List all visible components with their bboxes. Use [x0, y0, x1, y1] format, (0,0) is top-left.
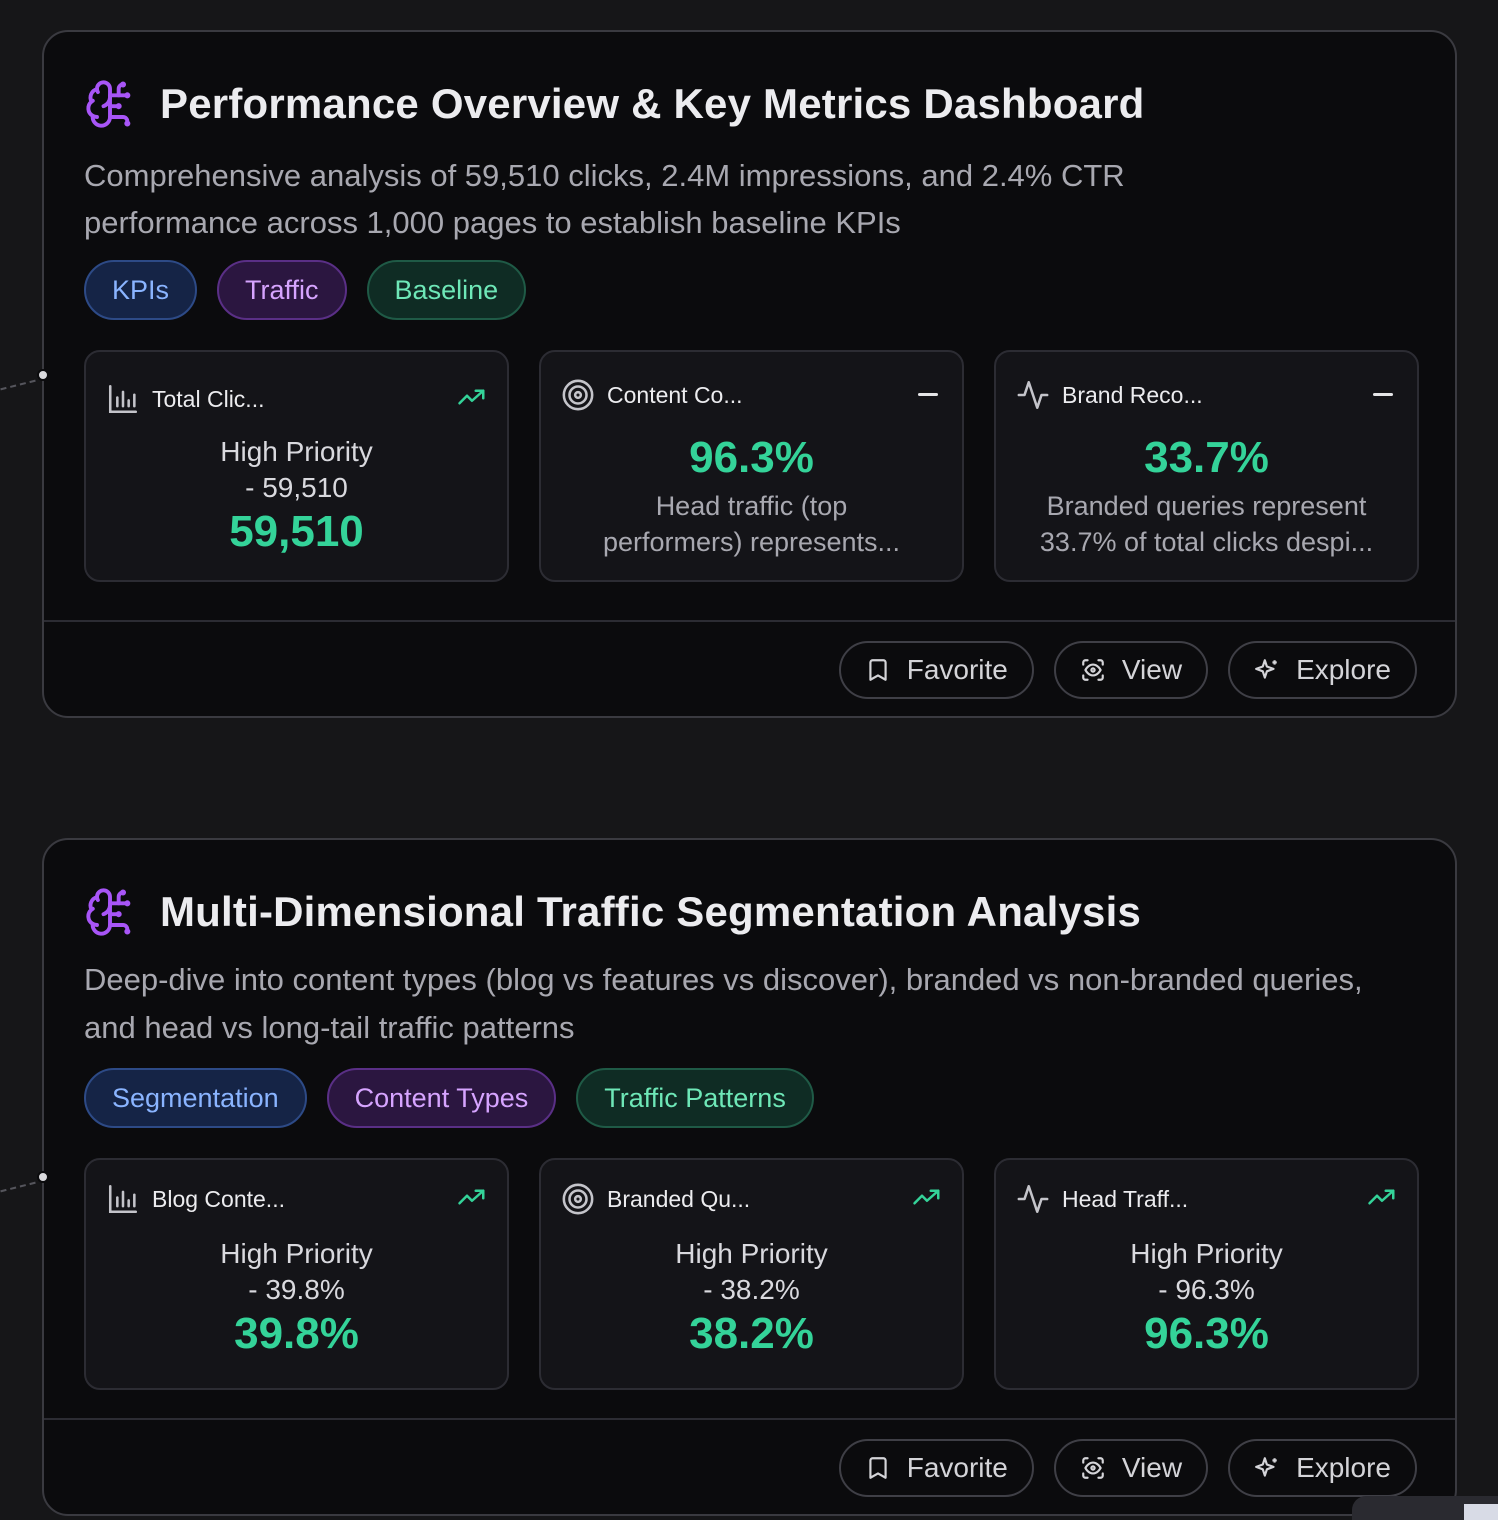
explore-label: Explore: [1296, 654, 1391, 685]
connector-dot: [37, 369, 49, 381]
card-header: Performance Overview & Key Metrics Dashb…: [84, 76, 1145, 132]
activity-icon: [1017, 1184, 1049, 1214]
metric-description-line: Head traffic (top: [655, 491, 848, 521]
card-title: Multi-Dimensional Traffic Segmentation A…: [160, 888, 1142, 935]
bookmark-icon: [869, 1457, 887, 1479]
metric-value: 96.3%: [1144, 1309, 1269, 1358]
view-button[interactable]: View: [1053, 1439, 1209, 1497]
priority-value-text: - 59,510: [245, 472, 348, 503]
metric-description-line: performers) represents...: [602, 527, 901, 557]
tag-kpis[interactable]: KPIs: [84, 260, 198, 320]
brain-circuit-icon: [86, 888, 131, 936]
minus-icon: [1373, 393, 1393, 396]
connector-line: [0, 1181, 36, 1193]
metric-tile-total-clicks[interactable]: Total Clic... High Priority - 59,510 59,…: [84, 350, 509, 582]
priority-text: High Priority: [675, 1238, 828, 1269]
priority-value-text: - 39.8%: [248, 1274, 345, 1305]
footer-divider: [44, 1418, 1455, 1420]
bookmark-icon: [869, 659, 887, 681]
priority-value-text: - 38.2%: [703, 1274, 800, 1305]
priority-text: High Priority: [220, 436, 373, 467]
view-label: View: [1121, 1452, 1183, 1483]
card-actions: Favorite View Explore: [838, 641, 1417, 699]
explore-button[interactable]: Explore: [1228, 1439, 1417, 1497]
trending-up-icon: [1368, 1189, 1395, 1205]
metric-label: Head Traff...: [1062, 1185, 1189, 1212]
metric-value: 39.8%: [234, 1309, 359, 1358]
metric-label: Branded Qu...: [607, 1185, 751, 1212]
scan-eye-icon: [1082, 1457, 1104, 1479]
bar-chart-icon: [108, 384, 138, 414]
priority-text: High Priority: [220, 1238, 373, 1269]
connector-line: [0, 379, 36, 391]
metric-value: 38.2%: [689, 1309, 814, 1358]
tag-list: Segmentation Content Types Traffic Patte…: [84, 1068, 814, 1128]
trending-up-icon: [913, 1189, 940, 1205]
favorite-label: Favorite: [906, 654, 1008, 685]
tag-traffic[interactable]: Traffic: [217, 260, 347, 320]
priority-value-text: - 96.3%: [1158, 1274, 1255, 1305]
insight-card: Performance Overview & Key Metrics Dashb…: [0, 30, 1457, 718]
metric-label: Blog Conte...: [152, 1185, 285, 1212]
metric-value: 59,510: [229, 507, 364, 556]
view-button[interactable]: View: [1053, 641, 1209, 699]
connector-dot: [37, 1171, 49, 1183]
explore-button[interactable]: Explore: [1228, 641, 1417, 699]
metric-label: Brand Reco...: [1062, 381, 1203, 408]
panel-thumbnail: [1464, 1504, 1498, 1520]
minus-icon: [918, 393, 938, 396]
metric-tile-head-traffic[interactable]: Head Traff... High Priority - 96.3% 96.3…: [994, 1158, 1419, 1390]
bar-chart-icon: [108, 1184, 138, 1214]
tag-segmentation[interactable]: Segmentation: [84, 1068, 307, 1128]
card-actions: Favorite View Explore: [838, 1439, 1417, 1497]
favorite-label: Favorite: [906, 1452, 1008, 1483]
sparkles-icon: [1255, 1457, 1277, 1477]
tag-baseline[interactable]: Baseline: [366, 260, 527, 320]
brain-circuit-icon: [86, 80, 131, 128]
target-icon: [562, 379, 594, 411]
metric-tile-blog-content[interactable]: Blog Conte... High Priority - 39.8% 39.8…: [84, 1158, 509, 1390]
favorite-button[interactable]: Favorite: [838, 641, 1034, 699]
metric-value: 33.7%: [1144, 433, 1269, 482]
activity-icon: [1017, 380, 1049, 410]
scan-eye-icon: [1082, 659, 1104, 681]
card-description: Comprehensive analysis of 59,510 clicks,…: [84, 158, 1125, 240]
metric-label: Content Co...: [607, 381, 743, 408]
insight-card: Multi-Dimensional Traffic Segmentation A…: [0, 838, 1457, 1516]
explore-label: Explore: [1296, 1452, 1391, 1483]
card-header: Multi-Dimensional Traffic Segmentation A…: [84, 884, 1141, 940]
metric-tile-brand-recognition[interactable]: Brand Reco... 33.7% Branded queries repr…: [994, 350, 1419, 582]
trending-up-icon: [458, 389, 485, 405]
tag-traffic-patterns[interactable]: Traffic Patterns: [576, 1068, 814, 1128]
sparkles-icon: [1255, 659, 1277, 679]
tag-list: KPIs Traffic Baseline: [84, 260, 527, 320]
metric-grid: Blog Conte... High Priority - 39.8% 39.8…: [84, 1158, 1419, 1390]
tag-content-types[interactable]: Content Types: [326, 1068, 557, 1128]
target-icon: [562, 1183, 594, 1215]
metric-value: 96.3%: [689, 433, 814, 482]
metric-description-line: 33.7% of total clicks despi...: [1039, 527, 1374, 557]
metric-grid: Total Clic... High Priority - 59,510 59,…: [84, 350, 1419, 582]
metric-description-line: Branded queries represent: [1046, 491, 1367, 521]
view-label: View: [1121, 654, 1183, 685]
trending-up-icon: [458, 1189, 485, 1205]
metric-tile-branded-queries[interactable]: Branded Qu... High Priority - 38.2% 38.2…: [539, 1158, 964, 1390]
priority-text: High Priority: [1130, 1238, 1283, 1269]
footer-divider: [44, 620, 1455, 622]
card-title: Performance Overview & Key Metrics Dashb…: [160, 80, 1145, 127]
floating-panel-corner[interactable]: [1352, 1496, 1498, 1520]
favorite-button[interactable]: Favorite: [838, 1439, 1034, 1497]
metric-tile-content-concentration[interactable]: Content Co... 96.3% Head traffic (top pe…: [539, 350, 964, 582]
card-description: Deep-dive into content types (blog vs fe…: [84, 962, 1363, 1045]
metric-label: Total Clic...: [152, 385, 265, 412]
